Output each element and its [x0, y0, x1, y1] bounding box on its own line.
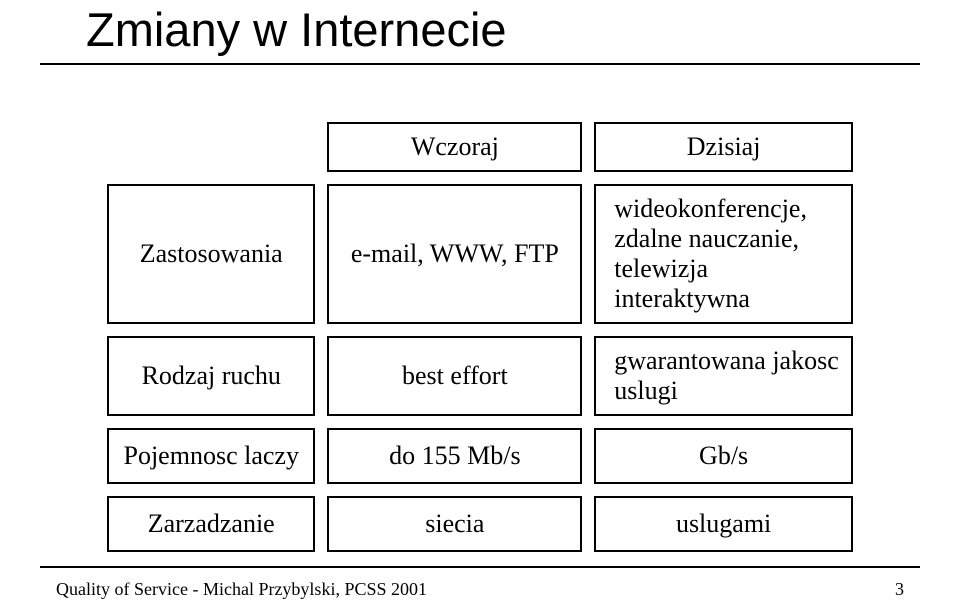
table-row: Rodzaj ruchu best effort gwarantowana ja…: [107, 336, 853, 416]
cell-pojemnosc-dzisiaj: Gb/s: [594, 428, 853, 484]
row-header-rodzaj-ruchu: Rodzaj ruchu: [107, 336, 315, 416]
cell-rodzaj-wczoraj: best effort: [327, 336, 582, 416]
row-header-pojemnosc: Pojemnosc laczy: [107, 428, 315, 484]
cell-pojemnosc-wczoraj: do 155 Mb/s: [327, 428, 582, 484]
slide-title: Zmiany w Internecie: [86, 2, 507, 57]
cell-zastosowania-wczoraj: e-mail, WWW, FTP: [327, 184, 582, 324]
footer-text: Quality of Service - Michal Przybylski, …: [56, 579, 427, 600]
footer-rule: [40, 566, 920, 568]
page-number: 3: [895, 579, 904, 600]
table-row: Zastosowania e-mail, WWW, FTP wideokonfe…: [107, 184, 853, 324]
row-header-zastosowania: Zastosowania: [107, 184, 315, 324]
row-header-zarzadzanie: Zarzadzanie: [107, 496, 315, 552]
cell-zastosowania-dzisiaj: wideokonferencje, zdalne nauczanie, tele…: [594, 184, 853, 324]
table-corner-cell: [107, 122, 315, 172]
col-header-dzisiaj: Dzisiaj: [594, 122, 853, 172]
cell-zarzadzanie-wczoraj: siecia: [327, 496, 582, 552]
cell-zarzadzanie-dzisiaj: uslugami: [594, 496, 853, 552]
table-row: Pojemnosc laczy do 155 Mb/s Gb/s: [107, 428, 853, 484]
comparison-table: Wczoraj Dzisiaj Zastosowania e-mail, WWW…: [95, 110, 865, 564]
table: Wczoraj Dzisiaj Zastosowania e-mail, WWW…: [95, 110, 865, 564]
table-header-row: Wczoraj Dzisiaj: [107, 122, 853, 172]
cell-rodzaj-dzisiaj: gwarantowana jakosc uslugi: [594, 336, 853, 416]
title-underline: [40, 63, 920, 65]
table-row: Zarzadzanie siecia uslugami: [107, 496, 853, 552]
slide: Zmiany w Internecie Wczoraj Dzisiaj Zast…: [0, 0, 960, 616]
col-header-wczoraj: Wczoraj: [327, 122, 582, 172]
